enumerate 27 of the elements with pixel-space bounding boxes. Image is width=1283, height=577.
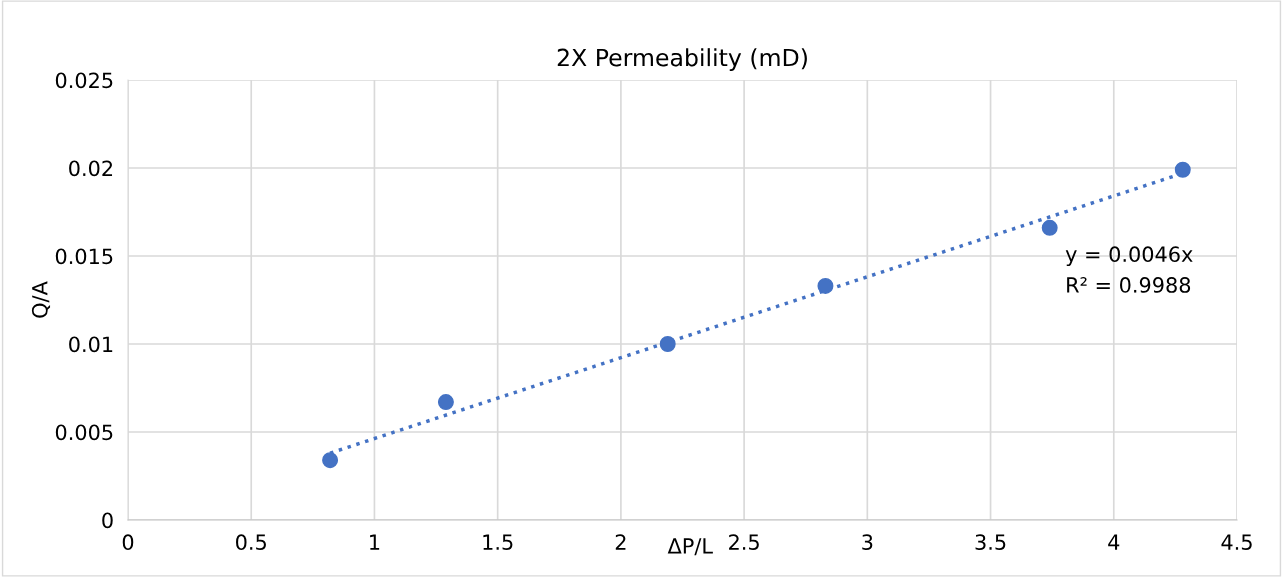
y-tick-label: 0.02: [69, 160, 113, 177]
point: [1174, 161, 1191, 178]
x-tick-label: 4.5: [1221, 534, 1252, 551]
point: [817, 277, 834, 294]
y-tick-label: 0.01: [69, 336, 113, 353]
point: [437, 394, 454, 411]
point: [659, 336, 676, 352]
point: [322, 452, 339, 469]
annotation: y = 0.0046x: [1065, 246, 1193, 267]
x-tick-label: 2.5: [729, 534, 759, 551]
x-tick-label: 0.5: [236, 534, 266, 551]
x-tick-label: 4: [1108, 534, 1120, 550]
y-axis-title: Q/A: [31, 281, 51, 318]
x-axis-title: ΔP/L: [667, 538, 713, 556]
x-tick-label: 3: [862, 534, 873, 551]
point: [1041, 219, 1058, 236]
x-tick-label: 1.5: [483, 534, 513, 551]
chart-title: 2X Permeability (mD): [557, 48, 807, 72]
annotation: R² = 0.9988: [1067, 277, 1191, 293]
x-tick-label: 0: [122, 534, 134, 551]
x-tick-label: 1: [370, 534, 380, 550]
x-tick-label: 3.5: [975, 534, 1006, 551]
y-tick-label: 0: [102, 512, 113, 529]
y-tick-label: 0.025: [55, 72, 113, 89]
y-tick-label: 0.015: [55, 248, 113, 265]
y-tick-label: 0.005: [55, 424, 113, 441]
x-tick-label: 2: [615, 534, 626, 550]
